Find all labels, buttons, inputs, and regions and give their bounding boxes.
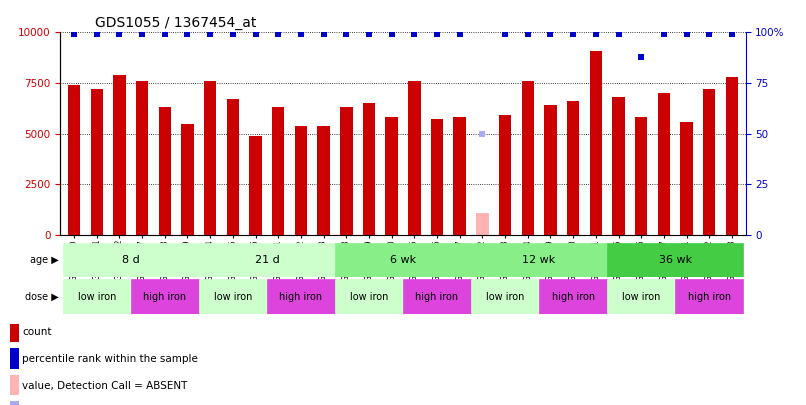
Text: count: count <box>23 327 52 337</box>
Bar <box>430 119 443 235</box>
Bar <box>204 81 217 235</box>
Bar <box>471 279 539 314</box>
Text: low iron: low iron <box>350 292 388 302</box>
Bar <box>403 279 471 314</box>
Bar <box>703 89 716 235</box>
Bar <box>10 401 19 405</box>
Text: dose ▶: dose ▶ <box>25 292 59 302</box>
Text: value, Detection Call = ABSENT: value, Detection Call = ABSENT <box>23 381 188 390</box>
Bar <box>295 126 307 235</box>
Bar <box>680 122 693 235</box>
Text: low iron: low iron <box>486 292 524 302</box>
Text: GDS1055 / 1367454_at: GDS1055 / 1367454_at <box>94 16 256 30</box>
Bar <box>226 99 239 235</box>
Bar <box>544 105 557 235</box>
Text: percentile rank within the sample: percentile rank within the sample <box>23 354 198 364</box>
Bar <box>181 124 193 235</box>
Text: high iron: high iron <box>415 292 459 302</box>
Text: 36 wk: 36 wk <box>659 255 692 265</box>
Bar <box>607 243 743 277</box>
Bar <box>90 89 103 235</box>
Text: high iron: high iron <box>688 292 731 302</box>
Bar <box>613 97 625 235</box>
Bar <box>63 279 131 314</box>
Bar <box>567 101 580 235</box>
Text: 12 wk: 12 wk <box>522 255 556 265</box>
Bar <box>408 81 421 235</box>
Bar <box>10 322 19 342</box>
Bar <box>10 348 19 369</box>
Bar <box>272 107 285 235</box>
Bar <box>635 117 647 235</box>
Bar <box>340 107 352 235</box>
Bar <box>335 279 403 314</box>
Bar <box>363 103 376 235</box>
Bar <box>454 117 466 235</box>
Bar <box>539 279 607 314</box>
Text: high iron: high iron <box>143 292 186 302</box>
Bar <box>521 81 534 235</box>
Bar <box>249 136 262 235</box>
Bar <box>159 107 171 235</box>
Bar <box>589 51 602 235</box>
Bar <box>725 77 738 235</box>
Bar <box>471 243 607 277</box>
Text: age ▶: age ▶ <box>31 255 59 265</box>
Bar <box>499 115 511 235</box>
Bar <box>476 213 488 235</box>
Bar <box>318 126 330 235</box>
Bar <box>63 243 199 277</box>
Bar <box>199 243 335 277</box>
Text: 6 wk: 6 wk <box>390 255 416 265</box>
Text: 8 d: 8 d <box>122 255 139 265</box>
Bar <box>10 375 19 395</box>
Bar <box>267 279 335 314</box>
Text: 21 d: 21 d <box>255 255 279 265</box>
Bar <box>131 279 199 314</box>
Text: high iron: high iron <box>551 292 595 302</box>
Bar <box>675 279 743 314</box>
Bar <box>335 243 471 277</box>
Text: high iron: high iron <box>280 292 322 302</box>
Bar <box>199 279 267 314</box>
Bar <box>658 93 670 235</box>
Text: low iron: low iron <box>214 292 252 302</box>
Text: low iron: low iron <box>622 292 660 302</box>
Bar <box>113 75 126 235</box>
Bar <box>136 81 148 235</box>
Text: low iron: low iron <box>77 292 116 302</box>
Bar <box>385 117 398 235</box>
Bar <box>607 279 675 314</box>
Bar <box>68 85 81 235</box>
